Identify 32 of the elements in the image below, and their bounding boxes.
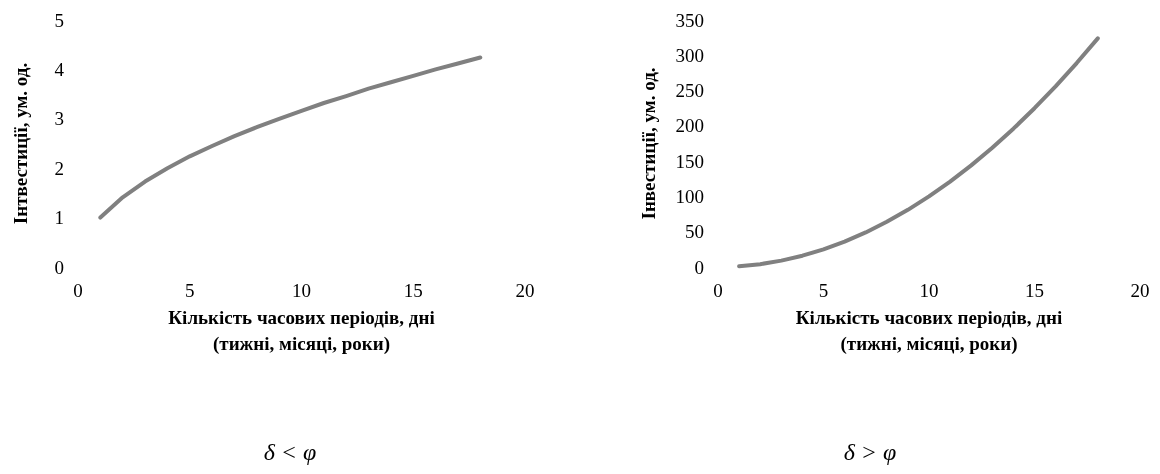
y-axis-title: Інтвестиції, ум. од.	[10, 62, 31, 225]
y-tick-label: 1	[54, 207, 64, 229]
y-tick-label: 50	[685, 221, 704, 243]
text: δ < φ	[263, 439, 317, 465]
x-tick-label: 15	[403, 280, 423, 301]
line-series	[737, 36, 1100, 269]
x-tick-label: 20	[1130, 280, 1150, 301]
x-tick-label: 15	[1025, 280, 1044, 301]
y-tick-label: 350	[675, 9, 704, 31]
y-tick-label: 0	[694, 256, 704, 278]
y-axis-title: Інвестиції, ум. од.	[638, 67, 659, 220]
y-tick-label: 4	[54, 58, 65, 80]
x-axis-title: Кількість часових періодів, дні (тижні, місяці, роки)	[168, 307, 435, 356]
x-tick-label: 5	[185, 280, 195, 301]
text: δ > φ	[843, 439, 897, 465]
x-tick-label: 0	[713, 280, 723, 301]
x-tick-label: 5	[818, 280, 829, 301]
x-axis-title: Кількість часових періодів, дні (тижні, місяці, роки)	[795, 307, 1063, 356]
y-tick-label: 5	[54, 9, 64, 31]
y-tick-label: 2	[54, 157, 64, 179]
y-tick-label: 100	[675, 185, 704, 207]
x-tick-label: 10	[919, 280, 939, 301]
y-tick-label: 300	[675, 44, 704, 66]
x-tick-label: 10	[292, 280, 311, 301]
y-tick-label: 3	[54, 108, 64, 130]
y-tick-label: 0	[54, 256, 64, 278]
y-tick-label: 150	[675, 150, 704, 172]
x-tick-label: 20	[515, 280, 535, 301]
y-tick-label: 250	[675, 80, 704, 102]
y-tick-label: 200	[675, 115, 704, 137]
line-series	[98, 55, 483, 220]
x-tick-label: 0	[73, 280, 83, 301]
